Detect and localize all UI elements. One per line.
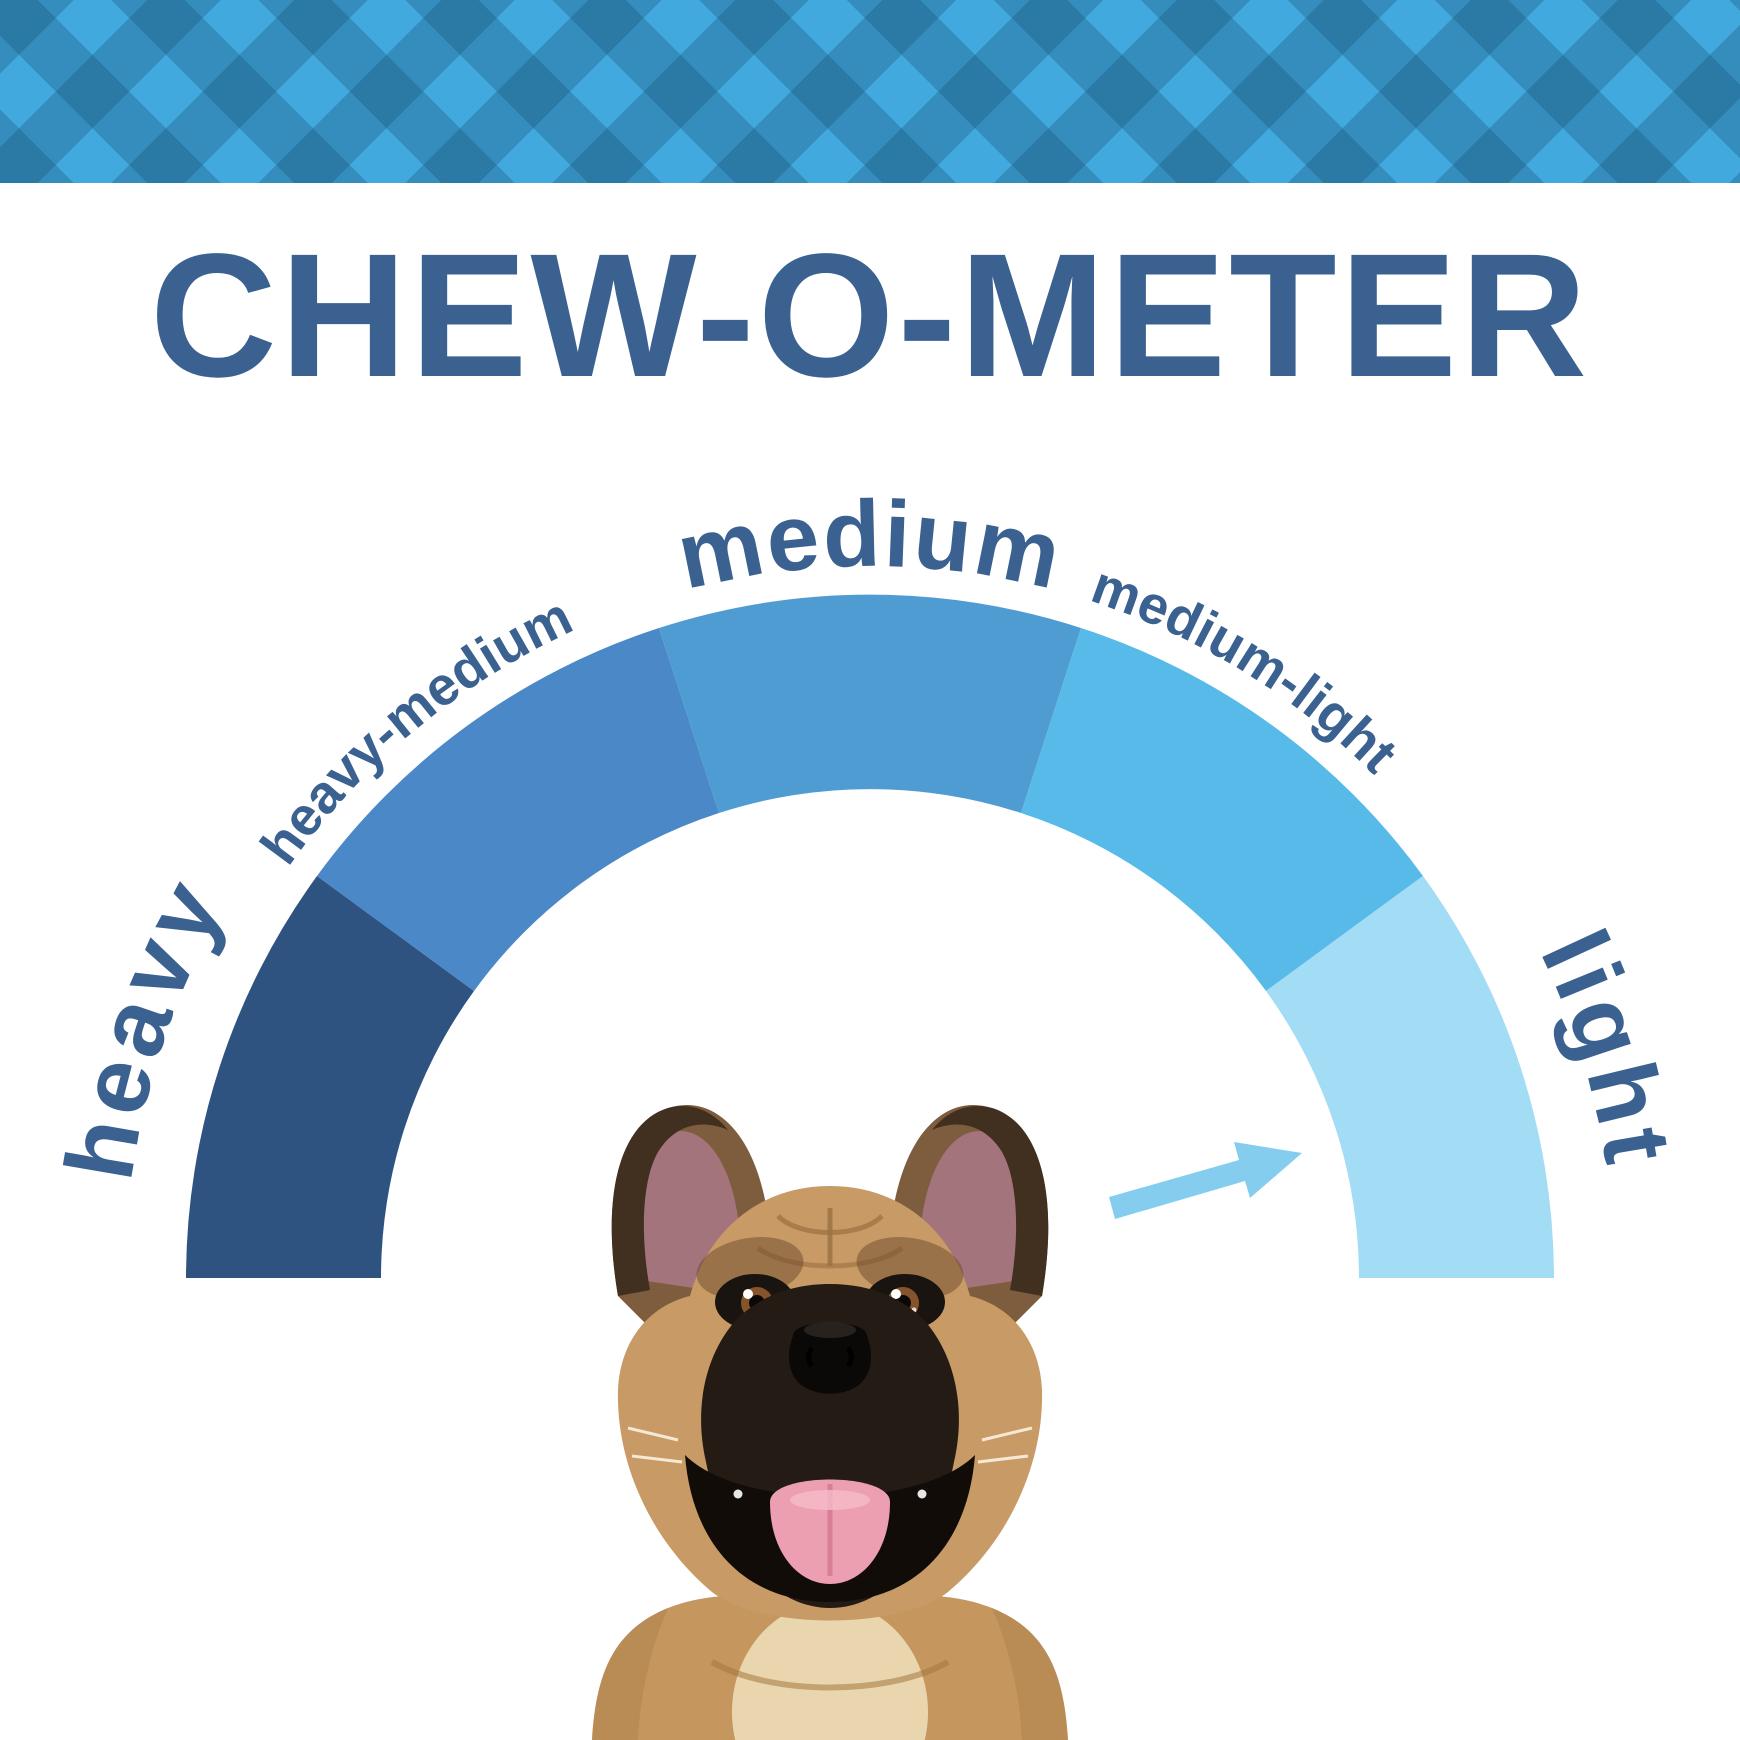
dog-nose	[788, 1322, 872, 1394]
page-title: CHEW-O-METER	[149, 218, 1591, 414]
gauge-segment-medium-light	[1021, 628, 1423, 991]
gauge-segment-heavy	[186, 876, 474, 1278]
dog-whiskers	[627, 1426, 1033, 1464]
dog-chest-patch	[732, 1602, 928, 1740]
pointer-arrow-icon	[1109, 1142, 1302, 1219]
gauge-segment-light	[1266, 876, 1554, 1278]
gauge-arc	[186, 594, 1554, 1278]
dog-body	[592, 1595, 1068, 1740]
dog-mouth	[685, 1455, 975, 1602]
gauge-segment-medium	[659, 594, 1081, 813]
gauge-segment-heavy-medium	[317, 628, 719, 991]
dog-illustration	[592, 1104, 1068, 1740]
gingham-banner	[0, 0, 1740, 183]
label-light: light	[1520, 915, 1692, 1176]
label-medium: medium	[669, 481, 1072, 609]
